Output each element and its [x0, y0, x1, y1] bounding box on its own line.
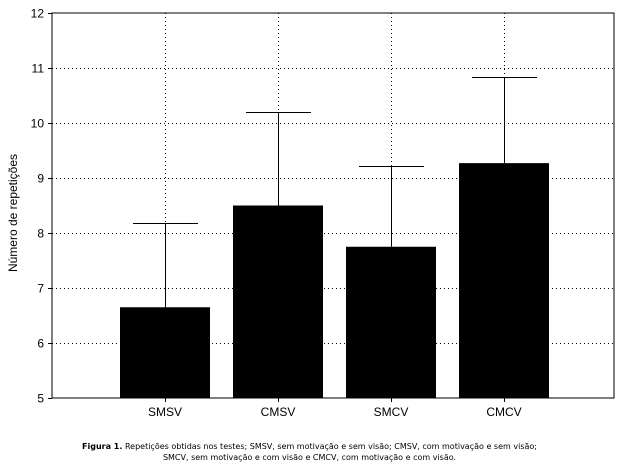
y-axis-label: Número de repetições: [6, 154, 20, 272]
y-tick-label: 5: [37, 392, 44, 406]
y-tick-label: 8: [37, 227, 44, 241]
x-tick-label-cmcv: CMCV: [486, 405, 521, 419]
x-tick-label-smcv: SMCV: [374, 405, 409, 419]
y-tick-label: 7: [37, 282, 44, 296]
x-tick-label-smsv: SMSV: [148, 405, 182, 419]
y-tick-label: 9: [37, 172, 44, 186]
caption-line-1: Repetições obtidas nos testes; SMSV, sem…: [122, 442, 537, 451]
bar-smcv: [346, 246, 436, 398]
y-tick-label: 12: [31, 7, 45, 21]
y-tick-label: 11: [32, 62, 45, 76]
bars: [120, 77, 549, 398]
y-axis-ticks: 5 6 7 8 9 10 11 12: [31, 7, 52, 406]
caption-label: Figura 1.: [82, 442, 123, 451]
figure-caption: Figura 1. Repetições obtidas nos testes;…: [0, 441, 619, 463]
bar-smsv: [120, 307, 210, 398]
y-tick-label: 6: [37, 337, 44, 351]
x-axis-ticks: SMSV CMSV SMCV CMCV: [148, 398, 522, 419]
bar-cmcv: [459, 163, 549, 398]
plot-frame: [51, 12, 615, 399]
caption-line-2: SMCV, sem motivação e com visão e CMCV, …: [162, 453, 457, 462]
y-tick-label: 10: [31, 117, 45, 131]
bar-cmsv: [233, 205, 323, 398]
x-tick-label-cmsv: CMSV: [261, 405, 296, 419]
